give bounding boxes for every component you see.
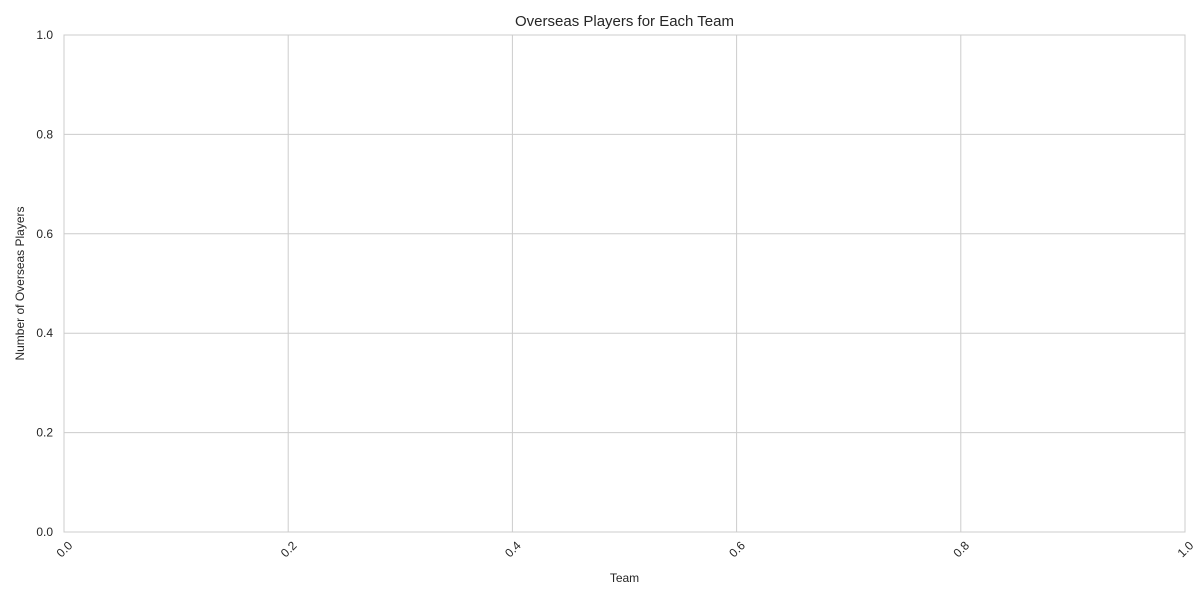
y-tick-label: 0.8 [36,127,53,141]
plot-area-frame [63,34,1186,533]
chart-title: Overseas Players for Each Team [515,13,734,30]
y-tick-labels: 0.0 0.2 0.4 0.6 0.8 1.0 [36,28,53,539]
y-tick-label: 0.2 [36,426,53,440]
y-tick-label: 0.4 [36,326,53,340]
y-tick-label: 0.0 [36,525,53,539]
y-tick-label: 1.0 [36,28,53,42]
y-axis-label: Number of Overseas Players [13,206,27,360]
x-axis-label: Team [610,571,639,585]
x-tick-labels: 0.0 0.2 0.4 0.6 0.8 1.0 [54,538,1197,560]
y-tick-label: 0.6 [36,227,53,241]
grid-layer [64,35,1185,532]
